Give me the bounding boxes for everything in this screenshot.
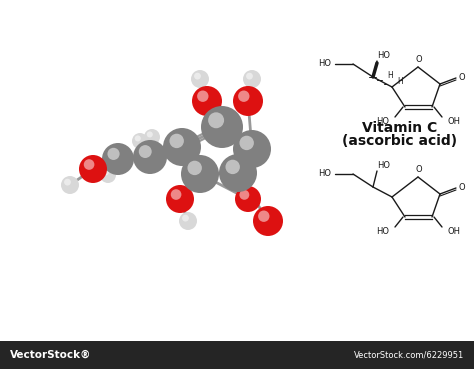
Circle shape	[187, 161, 202, 175]
Text: OH: OH	[448, 117, 461, 125]
Circle shape	[253, 206, 283, 236]
Circle shape	[233, 86, 263, 116]
Circle shape	[163, 128, 201, 166]
Circle shape	[182, 215, 189, 221]
Circle shape	[201, 106, 243, 148]
Circle shape	[191, 70, 209, 88]
Circle shape	[239, 190, 249, 200]
Text: HO: HO	[377, 161, 390, 169]
Circle shape	[192, 86, 222, 116]
Text: (ascorbic acid): (ascorbic acid)	[342, 134, 457, 148]
Circle shape	[108, 148, 119, 160]
Text: OH: OH	[448, 227, 461, 235]
Circle shape	[235, 186, 261, 212]
Circle shape	[243, 70, 261, 88]
Circle shape	[171, 189, 182, 200]
Circle shape	[197, 90, 209, 102]
FancyBboxPatch shape	[0, 341, 474, 369]
Circle shape	[170, 134, 184, 148]
Text: Vitamin C: Vitamin C	[363, 121, 438, 135]
Circle shape	[133, 140, 167, 174]
Circle shape	[233, 130, 271, 168]
Circle shape	[147, 131, 153, 138]
Circle shape	[61, 176, 79, 194]
Circle shape	[102, 143, 134, 175]
Circle shape	[208, 112, 224, 128]
Text: H: H	[397, 76, 403, 86]
Circle shape	[100, 167, 116, 183]
Circle shape	[84, 159, 94, 170]
Circle shape	[246, 73, 253, 80]
Text: VectorStock.com/6229951: VectorStock.com/6229951	[354, 351, 464, 359]
Text: O: O	[416, 55, 422, 65]
Circle shape	[194, 73, 201, 80]
Circle shape	[79, 155, 107, 183]
Text: VectorStock®: VectorStock®	[10, 350, 91, 360]
Circle shape	[179, 212, 197, 230]
Circle shape	[166, 185, 194, 213]
Text: HO: HO	[377, 51, 390, 59]
Circle shape	[238, 90, 249, 102]
Circle shape	[239, 136, 254, 150]
Circle shape	[181, 155, 219, 193]
Circle shape	[139, 145, 152, 158]
Circle shape	[103, 169, 109, 176]
Text: O: O	[416, 166, 422, 175]
Circle shape	[132, 133, 148, 149]
Text: HO: HO	[376, 117, 389, 125]
Text: HO: HO	[376, 227, 389, 235]
Text: HO: HO	[318, 59, 331, 68]
Circle shape	[64, 179, 71, 186]
Text: O: O	[459, 183, 465, 193]
Circle shape	[135, 135, 141, 141]
Text: HO: HO	[318, 169, 331, 177]
Circle shape	[219, 154, 257, 192]
Circle shape	[258, 210, 270, 222]
Text: H: H	[387, 72, 393, 80]
Circle shape	[226, 160, 240, 174]
Circle shape	[144, 129, 160, 145]
Text: O: O	[459, 73, 465, 83]
